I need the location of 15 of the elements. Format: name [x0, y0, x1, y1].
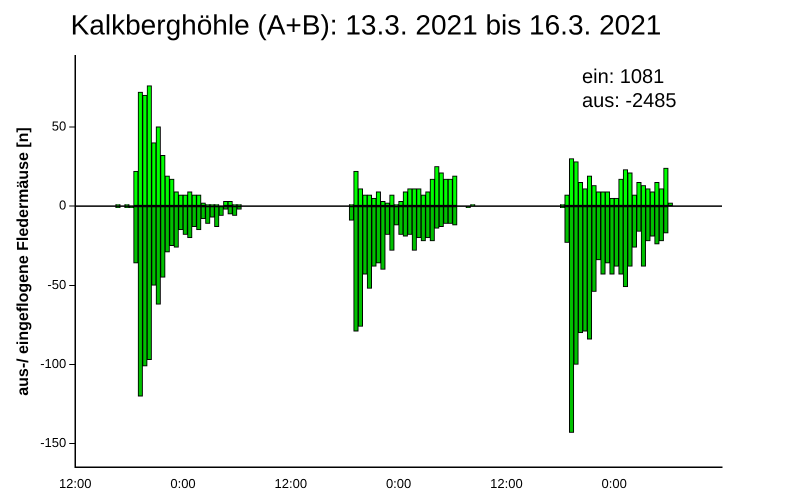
y-tick-label: 0 [58, 198, 66, 213]
y-tick-label: -50 [47, 276, 66, 292]
x-tick-label: 12:00 [490, 476, 523, 491]
x-tick-label: 12:00 [58, 476, 92, 491]
y-tick-label: -100 [40, 356, 66, 372]
x-tick-label: 12:00 [274, 476, 308, 491]
x-tick-label: 0:00 [602, 476, 627, 491]
chart-title: Kalkberghöhle (A+B): 13.3. 2021 bis 16.3. 2021 [70, 10, 662, 41]
annotation: ein: 1081 [582, 66, 664, 88]
y-axis-title: aus-/ eingeflogene Fledermäuse [n] [15, 127, 32, 396]
x-tick-label: 0:00 [386, 476, 412, 491]
y-tick-label: -150 [40, 435, 66, 450]
y-tick-label: 50 [52, 118, 66, 134]
annotation: aus: -2485 [582, 90, 677, 112]
x-tick-label: 0:00 [170, 476, 196, 491]
